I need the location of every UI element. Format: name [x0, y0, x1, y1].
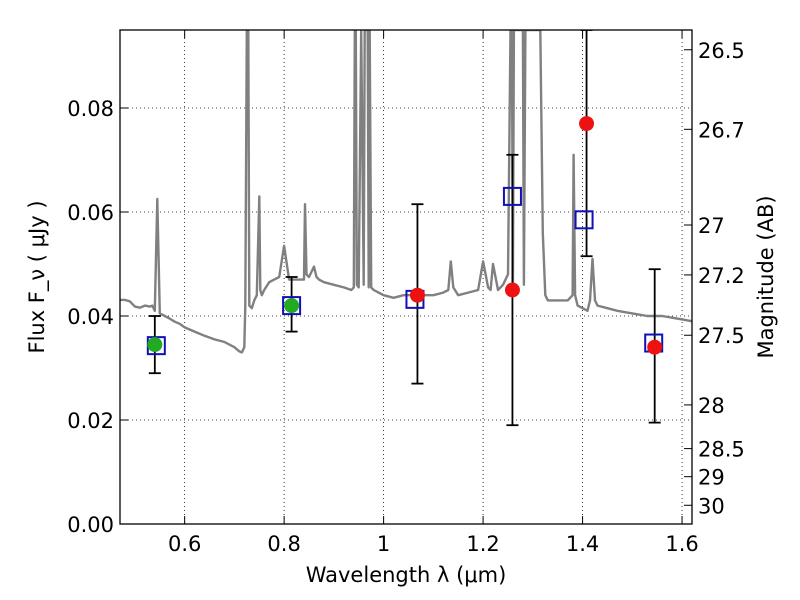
x-tick-label: 1: [377, 532, 390, 556]
y2-axis-label: Magnitude (AB): [754, 195, 778, 358]
y2-tick-label: 30: [698, 494, 725, 518]
y-tick-label: 0.08: [67, 97, 114, 121]
data-point: [504, 282, 520, 298]
spectrum-layer: [120, 30, 692, 354]
data-point: [647, 339, 663, 355]
y2-tick-label: 28: [698, 394, 725, 418]
x-ticks: 0.6 0.8 1 1.2 1.4 1.6: [168, 30, 699, 556]
y2-tick-label: 26.7: [698, 118, 745, 142]
y2-tick-label: 26.5: [698, 39, 745, 63]
y-tick-label: 0.00: [67, 513, 114, 537]
y2-tick-label: 27.2: [698, 264, 745, 288]
y2-tick-label: 28.5: [698, 438, 745, 462]
x-tick-label: 1.6: [665, 532, 698, 556]
data-point: [284, 298, 300, 314]
model-box: [502, 186, 522, 206]
data-point: [147, 337, 163, 353]
y2-tick-label: 27: [698, 214, 725, 238]
model-box: [574, 210, 594, 230]
y2-tick-label: 27.5: [698, 324, 745, 348]
x-tick-label: 1.4: [566, 532, 599, 556]
data-point: [579, 116, 595, 132]
data-point: [409, 287, 425, 303]
y-ticks: 0.00 0.02 0.04 0.06 0.08: [67, 97, 128, 537]
x-axis-label: Wavelength λ (μm): [306, 563, 507, 587]
x-tick-label: 0.8: [267, 532, 300, 556]
spectrum-line: [120, 30, 692, 354]
model-box-layer: [146, 186, 664, 356]
x-tick-label: 0.6: [168, 532, 201, 556]
data-point-layer: [147, 116, 663, 355]
y-tick-label: 0.02: [67, 409, 114, 433]
y-tick-label: 0.04: [67, 305, 114, 329]
x-tick-label: 1.2: [466, 532, 499, 556]
y-axis-label: Flux F_ν ( μJy ): [25, 200, 50, 353]
model-box: [282, 296, 302, 316]
plot-frame: [119, 29, 693, 525]
grid-lines: [120, 30, 692, 524]
y2-tick-label: 29: [698, 466, 725, 490]
y-tick-label: 0.06: [67, 201, 114, 225]
y2-ticks: 26.5 26.7 27 27.2 27.5 28 28.5 29 30: [684, 39, 745, 518]
